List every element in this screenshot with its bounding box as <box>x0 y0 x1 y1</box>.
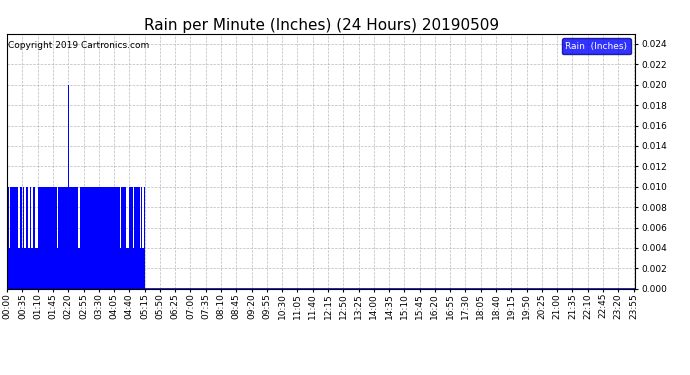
Text: Copyright 2019 Cartronics.com: Copyright 2019 Cartronics.com <box>8 41 149 50</box>
Legend: Rain  (Inches): Rain (Inches) <box>562 38 631 54</box>
Title: Rain per Minute (Inches) (24 Hours) 20190509: Rain per Minute (Inches) (24 Hours) 2019… <box>144 18 499 33</box>
